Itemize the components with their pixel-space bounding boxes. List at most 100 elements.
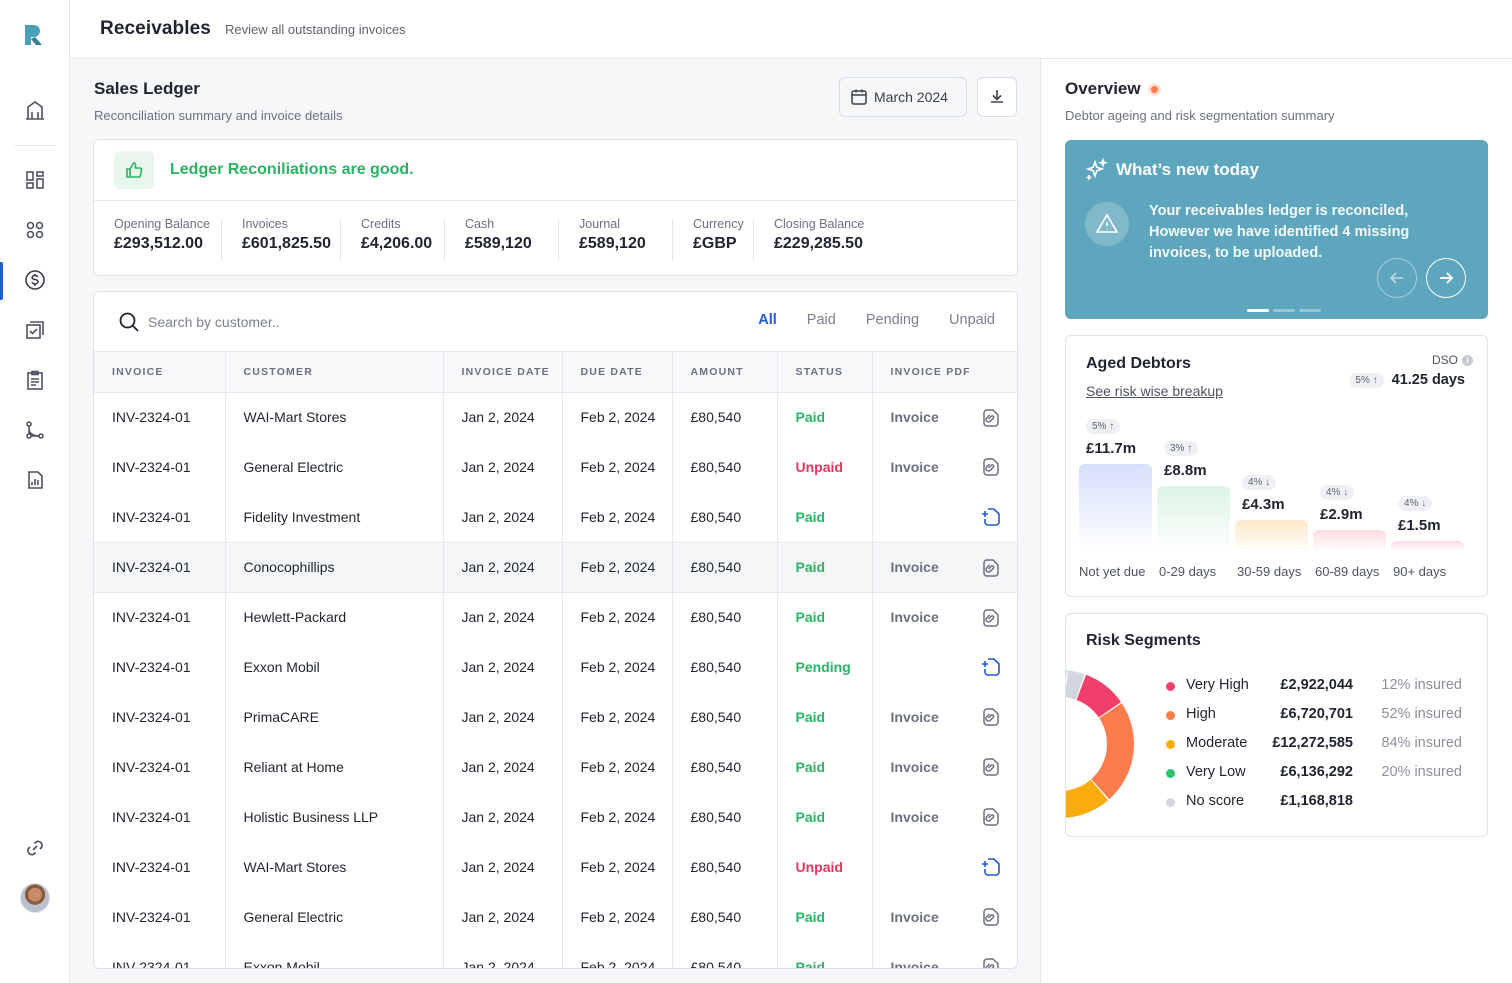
donut-slice-no-score[interactable] — [1065, 670, 1085, 700]
table-row[interactable]: INV-2324-01 Exxon Mobil Jan 2, 2024 Feb 2, … — [94, 642, 1017, 692]
bar-2[interactable] — [1235, 520, 1308, 552]
bar-4[interactable] — [1391, 541, 1464, 552]
cell-status: Paid — [777, 692, 873, 742]
invoice-pdf-link[interactable]: Invoice — [890, 409, 939, 426]
table-row[interactable]: INV-2324-01 Exxon Mobil Jan 2, 2024 Feb 2, … — [94, 942, 1017, 969]
invoice-pdf-link[interactable]: Invoice — [890, 559, 939, 575]
table-row[interactable]: INV-2324-01 WAI-Mart Stores Jan 2, 2024 Feb… — [94, 392, 1017, 442]
status-badge: Paid — [795, 559, 826, 575]
cell-due-date: Feb 2, 2024 — [562, 892, 673, 942]
table-row[interactable]: INV-2324-01 WAI-Mart Stores Jan 2, 2024 Feb… — [94, 842, 1017, 892]
checklist-icon[interactable] — [22, 317, 48, 343]
attachment-icon[interactable] — [981, 608, 1001, 628]
invoice-pdf-link[interactable]: Invoice — [890, 909, 939, 925]
risk-donut-chart — [1065, 670, 1135, 818]
avatar[interactable] — [20, 883, 50, 913]
bar-3[interactable] — [1313, 530, 1386, 552]
info-icon[interactable]: i — [1462, 354, 1473, 366]
column-header-status[interactable]: STATUS — [777, 352, 873, 393]
month-picker-button[interactable]: March 2024 — [839, 77, 967, 117]
next-button[interactable] — [1426, 258, 1466, 298]
stat-divider — [672, 219, 673, 261]
table-row[interactable]: INV-2324-01 Holistic Business LLP Jan 2, 2… — [94, 792, 1017, 842]
attachment-icon[interactable] — [981, 757, 1001, 777]
upload-file-icon[interactable] — [981, 657, 1001, 677]
attachment-icon[interactable] — [981, 707, 1001, 727]
carousel-dot[interactable] — [1247, 309, 1269, 312]
report-icon[interactable] — [22, 467, 48, 493]
filter-tab-unpaid[interactable]: Unpaid — [949, 312, 995, 328]
table-row[interactable]: INV-2324-01 Reliant at Home Jan 2, 2024 Feb… — [94, 742, 1017, 792]
table-row[interactable]: INV-2324-01 General Electric Jan 2, 2024 Fe… — [94, 442, 1017, 492]
segment-name: No score — [1186, 793, 1245, 809]
table-row[interactable]: INV-2324-01 Fidelity Investment Jan 2, 202… — [94, 492, 1017, 542]
attachment-icon[interactable] — [981, 807, 1001, 827]
filter-tab-all[interactable]: All — [758, 312, 777, 328]
invoice-pdf-link[interactable]: Invoice — [890, 759, 939, 775]
stat-value: £229,285.50 — [774, 235, 863, 252]
dollar-circle-icon[interactable] — [22, 267, 48, 293]
attachment-icon[interactable] — [981, 907, 1001, 927]
arrow-right-icon — [1440, 272, 1454, 284]
workflow-icon[interactable] — [22, 417, 48, 443]
cell-due-date: Feb 2, 2024 — [562, 842, 673, 892]
link-icon[interactable] — [22, 835, 48, 861]
donut-slice-moderate[interactable] — [1065, 719, 1109, 818]
donut-slice-high[interactable] — [1091, 703, 1135, 800]
invoice-pdf-link[interactable]: Invoice — [890, 959, 939, 969]
carousel-dots[interactable] — [1247, 309, 1321, 312]
app-logo[interactable] — [22, 22, 48, 48]
attachment-icon[interactable] — [981, 408, 1001, 428]
column-header-customer[interactable]: CUSTOMER — [225, 352, 444, 393]
search-input[interactable] — [148, 311, 448, 333]
carousel-dot[interactable] — [1299, 309, 1321, 312]
filter-tab-pending[interactable]: Pending — [865, 312, 920, 328]
cell-customer: General Electric — [225, 892, 444, 942]
invoice-pdf-link[interactable]: Invoice — [890, 709, 939, 725]
attachment-icon[interactable] — [981, 957, 1001, 969]
stat-label: Cash — [465, 217, 495, 231]
cell-customer: WAI-Mart Stores — [225, 392, 444, 442]
filter-tab-paid[interactable]: Paid — [806, 312, 836, 328]
previous-button[interactable] — [1377, 258, 1417, 298]
sparkle-icon — [1085, 158, 1109, 180]
bar-1[interactable] — [1157, 486, 1230, 552]
bank-icon[interactable] — [22, 97, 48, 123]
aged-debtors-title: Aged Debtors — [1086, 355, 1191, 372]
stat-journal: Journal £589,120 — [559, 201, 672, 276]
column-header-due-date[interactable]: DUE DATE — [562, 352, 673, 393]
donut-slice-very-low[interactable] — [1065, 670, 1067, 727]
invoice-pdf-link[interactable]: Invoice — [890, 809, 939, 825]
table-row[interactable]: INV-2324-01 PrimaCARE Jan 2, 2024 Feb 2, 20… — [94, 692, 1017, 742]
apps-icon[interactable] — [22, 217, 48, 243]
clipboard-icon[interactable] — [22, 367, 48, 393]
bar-value-label: £11.7m — [1086, 440, 1137, 457]
column-header-invoice-pdf[interactable]: INVOICE PDF — [872, 352, 1017, 393]
table-row[interactable]: INV-2324-01 General Electric Jan 2, 2024 Fe… — [94, 892, 1017, 942]
invoice-pdf-link[interactable]: Invoice — [890, 609, 939, 626]
cell-invoice-pdf: Invoice — [872, 541, 1017, 593]
column-header-amount[interactable]: AMOUNT — [672, 352, 778, 393]
bar-0[interactable] — [1079, 464, 1152, 552]
risk-breakup-link[interactable]: See risk wise breakup — [1086, 383, 1223, 399]
cell-amount: £80,540 — [672, 692, 778, 742]
table-row[interactable]: INV-2324-01 Conocophillips Jan 2, 2024 Feb … — [94, 541, 1017, 593]
donut-slice-very-high[interactable] — [1076, 674, 1121, 718]
segment-name: Moderate — [1186, 735, 1248, 751]
dashboard-icon[interactable] — [22, 167, 48, 193]
cell-amount: £80,540 — [672, 742, 778, 792]
carousel-dot[interactable] — [1273, 309, 1295, 312]
column-header-invoice[interactable]: INVOICE — [94, 352, 226, 393]
column-header-invoice-date[interactable]: INVOICE DATE — [443, 352, 563, 393]
download-button[interactable] — [977, 77, 1017, 117]
stat-value: £601,825.50 — [242, 235, 331, 252]
risk-legend-row: Very High £2,922,044 12% insured — [1166, 676, 1466, 696]
attachment-icon[interactable] — [981, 558, 1001, 578]
status-badge: Paid — [795, 508, 826, 525]
invoice-pdf-link[interactable]: Invoice — [890, 459, 939, 475]
attachment-icon[interactable] — [981, 457, 1001, 477]
table-row[interactable]: INV-2324-01 Hewlett-Packard Jan 2, 2024 Feb… — [94, 592, 1017, 642]
upload-file-icon[interactable] — [981, 857, 1001, 877]
upload-file-icon[interactable] — [981, 507, 1001, 527]
cell-status: Paid — [777, 742, 873, 792]
